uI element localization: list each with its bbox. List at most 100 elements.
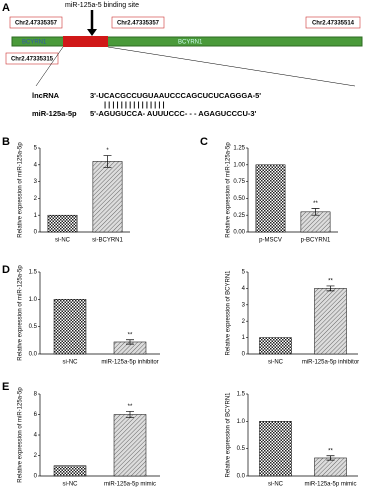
bar <box>255 164 286 233</box>
y-tick-label: 0.00 <box>233 230 245 236</box>
y-tick-label: 4 <box>34 433 38 439</box>
y-axis-label: Relative expression of BCYRN1 <box>226 392 232 478</box>
significance: * <box>106 148 109 154</box>
y-tick-label: 1 <box>34 213 38 219</box>
x-tick-label: p-MSCV <box>259 238 282 244</box>
gene-bar <box>11 36 363 47</box>
x-tick-label: si-NC <box>63 482 79 488</box>
arrow-head <box>87 29 97 36</box>
gene-label: BCYRN1 <box>22 40 47 46</box>
y-tick-label: 2 <box>242 319 246 325</box>
y-tick-label: 5 <box>34 146 38 152</box>
bar <box>314 457 347 477</box>
zoom-line <box>107 46 356 87</box>
bar <box>113 414 147 477</box>
y-axis-label: Relative expression of BCYRN1 <box>226 270 232 356</box>
panel-label: C <box>200 136 208 148</box>
y-tick-label: 4 <box>242 286 246 292</box>
y-tick-label: 0.0 <box>29 352 38 358</box>
error-bar <box>126 411 134 418</box>
y-tick-label: 0.25 <box>233 213 245 219</box>
panel-label: E <box>2 381 9 393</box>
y-tick-label: 2 <box>34 453 38 459</box>
y-tick-label: 1 <box>242 335 246 341</box>
panel-label: D <box>2 264 10 276</box>
y-tick-label: 1.25 <box>233 146 245 152</box>
x-tick-label: si-NC <box>268 482 284 488</box>
y-tick-label: 0.50 <box>233 196 245 202</box>
error-bar <box>311 208 320 216</box>
y-tick-label: 1.5 <box>237 392 246 398</box>
lncrna-seq: 3'-UCACGCCUGUAAUCCCAGCUCUCAGGGA-5' <box>90 91 261 100</box>
coord-box <box>5 52 59 65</box>
panel-label: B <box>2 136 10 148</box>
y-tick-label: 1.5 <box>29 270 38 276</box>
y-tick-label: 0.75 <box>233 179 245 185</box>
significance: ** <box>328 448 333 454</box>
mirna-label: miR-125a-5p <box>32 109 77 118</box>
zoom-line <box>35 46 64 87</box>
x-tick-label: si-NC <box>63 360 79 366</box>
y-axis-label: Relative expression of miR-125a-5p <box>226 142 232 238</box>
panel-label: A <box>2 2 10 14</box>
x-tick-label: si-NC <box>55 238 71 244</box>
error-bar <box>326 455 335 461</box>
y-tick-label: 0.0 <box>237 474 246 480</box>
y-tick-label: 0.5 <box>29 324 38 330</box>
coord: Chr2.47335357 <box>117 21 160 27</box>
y-axis-label: Relative expression of miR-125a-5p <box>18 142 24 238</box>
y-tick-label: 1.0 <box>237 419 246 425</box>
x-tick-label: p-BCYRN1 <box>301 238 331 244</box>
lncrna-label: lncRNA <box>32 91 60 100</box>
bar <box>53 299 87 355</box>
y-tick-label: 0 <box>34 474 38 480</box>
bar <box>92 161 123 233</box>
y-tick-label: 3 <box>242 302 246 308</box>
x-tick-label: miR-125a-5p inhibitor <box>101 360 158 366</box>
significance: ** <box>313 201 318 207</box>
y-tick-label: 8 <box>34 392 38 398</box>
mirna-seq: 5'-AGUGUCCA- AUUUCCC- - - AGAGUCCCU-3' <box>90 109 257 118</box>
x-tick-label: miR-125a-5p mimic <box>104 482 156 488</box>
y-axis-label: Relative expression of miR-125a-5p <box>18 387 24 483</box>
site-label: miR-125a-5 binding site <box>65 2 139 9</box>
y-tick-label: 0 <box>242 352 246 358</box>
gene-label: BCYRN1 <box>178 40 203 46</box>
coord: Chr2.47335514 <box>312 21 355 27</box>
y-tick-label: 0 <box>34 230 38 236</box>
significance: ** <box>128 404 133 410</box>
bar <box>53 465 87 477</box>
y-tick-label: 3 <box>34 179 38 185</box>
pairing: | | | | | | | | | | | | | | | <box>104 100 165 109</box>
error-bar <box>103 155 112 168</box>
y-tick-label: 0.5 <box>237 446 246 452</box>
y-axis-label: Relative expression of miR-125a-5p <box>18 265 24 361</box>
bar <box>47 214 78 233</box>
coord: Chr2.47335357 <box>15 21 58 27</box>
x-tick-label: si-BCYRN1 <box>92 238 123 244</box>
y-tick-label: 5 <box>242 270 246 276</box>
y-tick-label: 6 <box>34 412 38 418</box>
error-bar <box>326 285 335 292</box>
coord-box <box>305 16 361 29</box>
coord-box <box>9 16 63 29</box>
coord-box <box>111 16 165 29</box>
error-bar <box>126 339 134 345</box>
significance: ** <box>128 332 133 338</box>
y-tick-label: 2 <box>34 196 38 202</box>
bar <box>259 337 292 355</box>
binding-region <box>63 36 108 47</box>
x-tick-label: si-NC <box>268 360 284 366</box>
bar <box>314 288 347 355</box>
y-tick-label: 4 <box>34 162 38 168</box>
significance: ** <box>328 279 333 285</box>
bar <box>259 421 292 477</box>
gene-diagram: A miR-125a-5 binding site BCYRN1 BCYRN1 … <box>2 2 363 118</box>
y-tick-label: 1.0 <box>29 297 38 303</box>
y-tick-label: 1.00 <box>233 162 245 168</box>
x-tick-label: miR-125a-5p inhibitor <box>302 360 359 366</box>
coord: Chr2.47335315 <box>11 57 54 63</box>
x-tick-label: miR-125a-5p mimic <box>304 482 356 488</box>
